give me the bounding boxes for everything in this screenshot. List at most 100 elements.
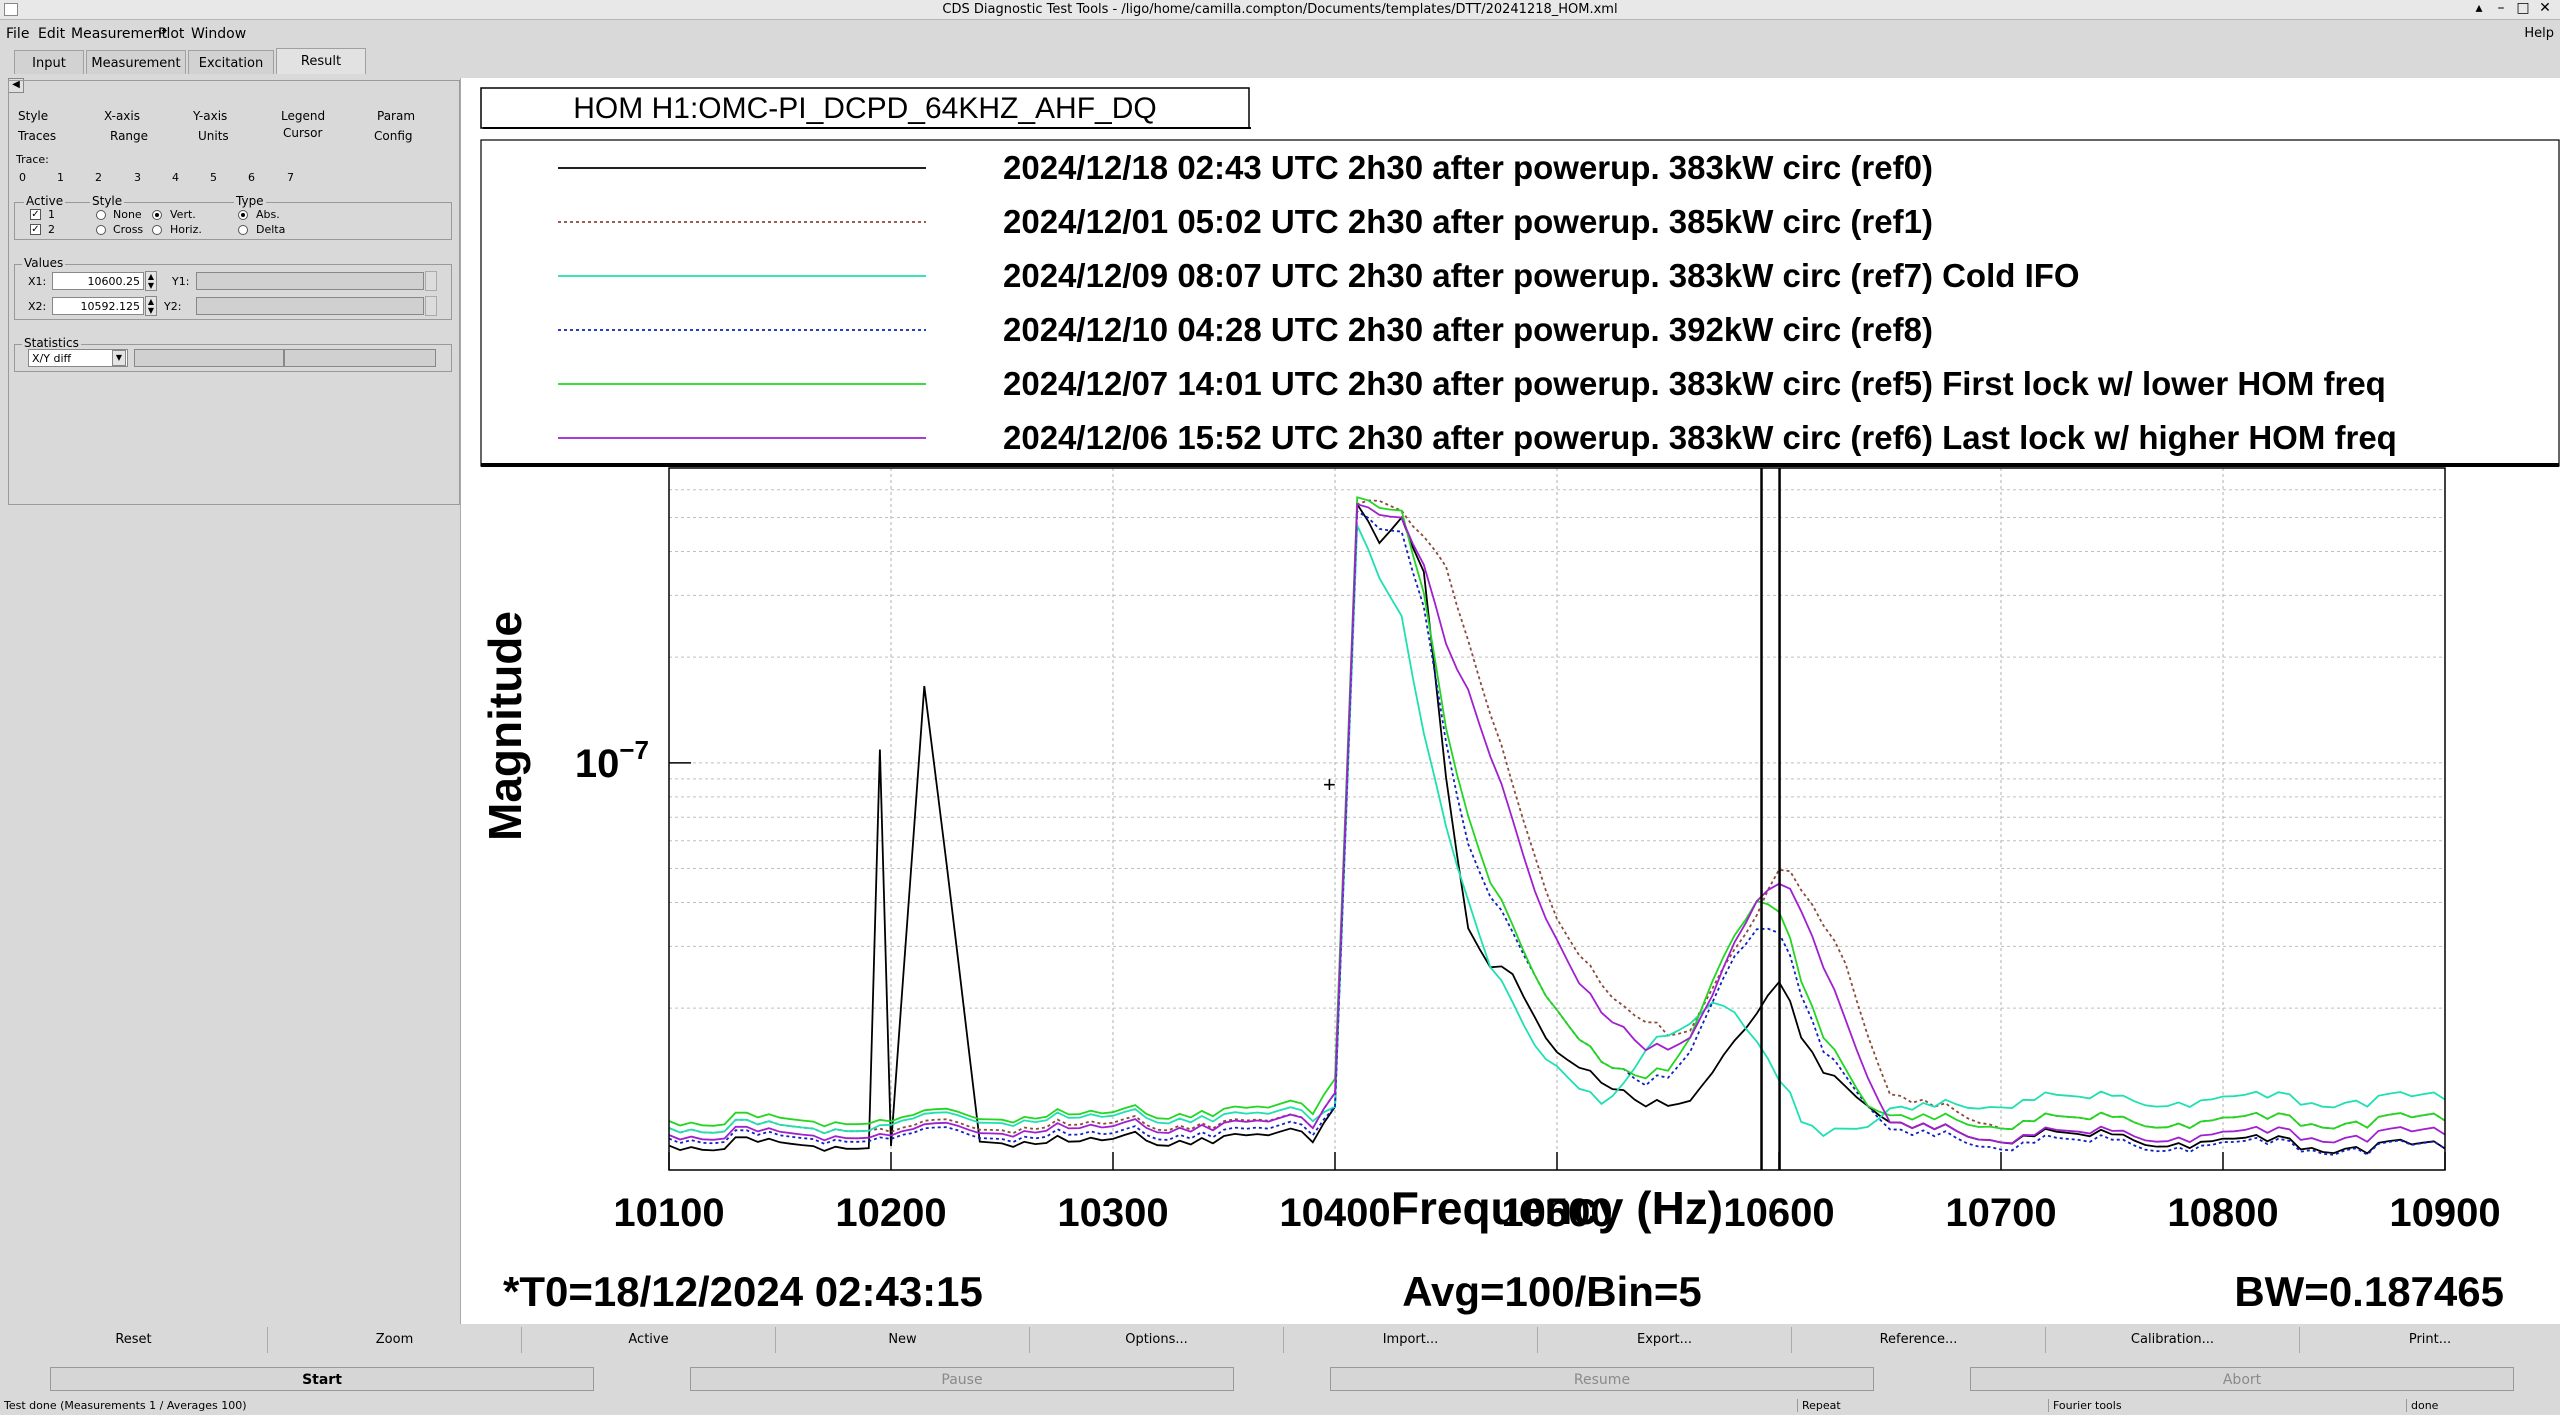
plot-title: HOM H1:OMC-PI_DCPD_64KHZ_AHF_DQ (573, 92, 1156, 125)
export-button[interactable]: Export... (1538, 1327, 1792, 1353)
x1-stepper[interactable]: ▲ ▼ (145, 271, 157, 291)
tab-measurement[interactable]: Measurement (86, 50, 186, 74)
t0-text: *T0=18/12/2024 02:43:15 (503, 1268, 983, 1315)
cursor-options-group (14, 202, 452, 240)
style-cross-radio[interactable] (96, 225, 106, 235)
x-tick-label: 10900 (2389, 1191, 2500, 1235)
type-option-label: Delta (256, 223, 286, 236)
zoom-button[interactable]: Zoom (268, 1327, 522, 1353)
style-none-radio[interactable] (96, 210, 106, 220)
subtab-traces[interactable]: Traces (18, 129, 57, 143)
statistics-label: Statistics (22, 336, 81, 350)
trace-tab[interactable]: 4 (172, 171, 179, 184)
statistics-select[interactable]: X/Y diff (28, 349, 128, 367)
control-bar: Start Pause Resume Abort (0, 1367, 2560, 1393)
subtab-config[interactable]: Config (374, 129, 413, 143)
menu-file[interactable]: File (6, 26, 30, 42)
values-label: Values (22, 256, 66, 270)
subtab-x-axis[interactable]: X-axis (104, 109, 140, 123)
averages-text: Avg=100/Bin=5 (1402, 1268, 1702, 1315)
resume-button[interactable]: Resume (1330, 1367, 1874, 1391)
y1-stepper (425, 271, 437, 291)
chevron-down-icon[interactable]: ▼ (112, 350, 126, 366)
active-button[interactable]: Active (522, 1327, 776, 1353)
status-message: Test done (Measurements 1 / Averages 100… (4, 1399, 247, 1412)
x-tick-label: 10800 (2167, 1191, 2278, 1235)
start-button[interactable]: Start (50, 1367, 594, 1391)
subtab-range[interactable]: Range (110, 129, 149, 143)
menu-help[interactable]: Help (2524, 26, 2554, 41)
x2-field[interactable]: 10592.125 (52, 297, 144, 315)
x1-label: X1: (28, 275, 47, 288)
statistics-result-1 (134, 349, 284, 367)
type-delta-radio[interactable] (238, 225, 248, 235)
y-tick-label: 10−7 (575, 735, 649, 786)
values-group (14, 264, 452, 320)
status-tool: Fourier tools (2048, 1399, 2122, 1412)
y2-label: Y2: (164, 300, 182, 313)
bandwidth-text: BW=0.187465 (2234, 1268, 2504, 1315)
trace-ref7 (668, 525, 2446, 1138)
plot-canvas[interactable]: 10100 10200 10300 10400 10500 10600 10700 10800… (461, 78, 2560, 1324)
plot-frame: 10100 10200 10300 10400 10500 10600 10700 10800… (460, 78, 2560, 1324)
shade-button[interactable]: ▴ (2475, 0, 2483, 16)
tab-excitation[interactable]: Excitation (188, 50, 274, 74)
trace-tab[interactable]: 6 (248, 171, 255, 184)
tab-result[interactable]: Result (276, 48, 366, 74)
options-button[interactable]: Options... (1030, 1327, 1284, 1353)
type-abs-radio[interactable] (238, 210, 248, 220)
x2-stepper[interactable]: ▲ ▼ (145, 296, 157, 316)
y-tick-exponent: −7 (619, 735, 649, 765)
trace-tab[interactable]: 3 (134, 171, 141, 184)
reference-button[interactable]: Reference... (1792, 1327, 2046, 1353)
reset-button[interactable]: Reset (0, 1327, 268, 1353)
subtab-legend[interactable]: Legend (281, 109, 326, 123)
import-button[interactable]: Import... (1284, 1327, 1538, 1353)
trace-tab[interactable]: 0 (19, 171, 26, 184)
plot-traces (668, 496, 2446, 1156)
trace-tab[interactable]: 5 (210, 171, 217, 184)
style-option-label: Vert. (170, 208, 196, 221)
subtab-style[interactable]: Style (18, 109, 49, 123)
maximize-button[interactable]: □ (2516, 0, 2530, 16)
trace-ref6 (668, 503, 2446, 1145)
trace-tab[interactable]: 1 (57, 171, 64, 184)
subtab-y-axis[interactable]: Y-axis (193, 109, 228, 123)
subtab-units[interactable]: Units (198, 129, 229, 143)
x-tick-label: 10600 (1723, 1191, 1834, 1235)
close-button[interactable]: ✕ (2539, 0, 2551, 16)
legend-entry: 2024/12/18 02:43 UTC 2h30 after powerup.… (1003, 149, 1933, 186)
menu-window[interactable]: Window (191, 26, 247, 42)
legend: 2024/12/18 02:43 UTC 2h30 after powerup.… (558, 149, 2397, 456)
tab-input[interactable]: Input (14, 50, 84, 74)
subtab-cursor[interactable]: Cursor (283, 126, 323, 140)
app-icon (4, 3, 18, 16)
y-axis-label: Magnitude (479, 611, 531, 841)
trace-tab[interactable]: 7 (287, 171, 294, 184)
abort-button[interactable]: Abort (1970, 1367, 2514, 1391)
subtab-param[interactable]: Param (377, 109, 416, 123)
active-checkbox-2[interactable]: ✓ (30, 224, 41, 235)
x2-label: X2: (28, 300, 47, 313)
trace-tab[interactable]: 2 (95, 171, 102, 184)
legend-entry: 2024/12/06 15:52 UTC 2h30 after powerup.… (1003, 419, 2397, 456)
pause-button[interactable]: Pause (690, 1367, 1234, 1391)
type-option-label: Abs. (256, 208, 280, 221)
style-vert-radio[interactable] (152, 210, 162, 220)
minimize-button[interactable]: – (2497, 0, 2505, 16)
menu-plot[interactable]: Plot (158, 26, 185, 42)
style-horiz-radio[interactable] (152, 225, 162, 235)
y1-label: Y1: (172, 275, 190, 288)
print-button[interactable]: Print... (2408, 1332, 2452, 1347)
menu-measurement[interactable]: Measurement (71, 26, 168, 42)
legend-entry: 2024/12/01 05:02 UTC 2h30 after powerup.… (1003, 203, 1933, 240)
x-tick-labels: 10100 10200 10300 10400 10500 10600 10700 10800… (613, 1152, 2501, 1235)
active-checkbox-1[interactable]: ✓ (30, 209, 41, 220)
x1-field[interactable]: 10600.25 (52, 272, 144, 290)
menu-edit[interactable]: Edit (38, 26, 66, 42)
new-button[interactable]: New (776, 1327, 1030, 1353)
y1-field (196, 272, 424, 290)
calibration-button[interactable]: Calibration... (2046, 1327, 2300, 1353)
window-title: CDS Diagnostic Test Tools - /ligo/home/c… (942, 2, 1618, 17)
active-label: Active (24, 194, 66, 208)
